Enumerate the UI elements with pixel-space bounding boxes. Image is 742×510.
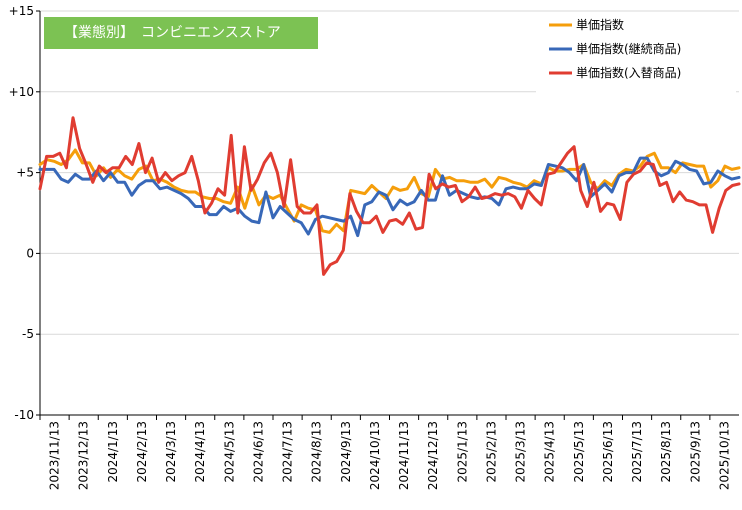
legend-label: 単価指数(入替商品)	[576, 65, 681, 80]
x-tick-label: 2024/7/13	[281, 421, 295, 483]
x-tick-label: 2025/9/13	[688, 421, 702, 483]
x-tick-label: 2024/9/13	[339, 421, 353, 483]
legend-box	[536, 14, 736, 98]
y-tick-label: +15	[9, 4, 34, 18]
y-tick-label: +10	[9, 85, 34, 99]
x-tick-label: 2024/10/13	[368, 421, 382, 490]
x-tick-label: 2024/5/13	[222, 421, 236, 483]
x-tick-label: 2024/6/13	[251, 421, 265, 483]
x-tick-label: 2024/12/13	[426, 421, 440, 490]
x-tick-label: 2025/1/13	[455, 421, 469, 483]
x-tick-label: 2024/11/13	[397, 421, 411, 490]
x-tick-label: 2025/3/13	[514, 421, 528, 483]
y-tick-label: -5	[22, 327, 34, 341]
legend-label: 単価指数	[576, 17, 624, 32]
x-tick-label: 2024/1/13	[106, 421, 120, 483]
y-tick-label: +5	[16, 166, 34, 180]
x-tick-label: 2023/11/13	[48, 421, 62, 490]
x-tick-label: 2024/8/13	[310, 421, 324, 483]
x-tick-label: 2025/4/13	[543, 421, 557, 483]
x-tick-label: 2025/7/13	[630, 421, 644, 483]
x-tick-label: 2024/3/13	[164, 421, 178, 483]
x-tick-label: 2025/10/13	[717, 421, 731, 490]
series-line-2	[38, 156, 741, 238]
y-tick-label: 0	[26, 246, 34, 260]
x-tick-label: 2025/2/13	[484, 421, 498, 483]
x-tick-label: 2023/12/13	[77, 421, 91, 490]
chart-title: 【業態別】 コンビニエンスストア	[44, 17, 318, 49]
series-line-3	[38, 116, 741, 276]
x-tick-label: 2025/8/13	[659, 421, 673, 483]
x-tick-label: 2024/2/13	[135, 421, 149, 483]
legend-label: 単価指数(継続商品)	[576, 41, 681, 56]
x-tick-label: 2024/4/13	[193, 421, 207, 483]
x-tick-label: 2025/6/13	[601, 421, 615, 483]
y-tick-label: -10	[14, 408, 34, 422]
x-tick-label: 2025/5/13	[572, 421, 586, 483]
